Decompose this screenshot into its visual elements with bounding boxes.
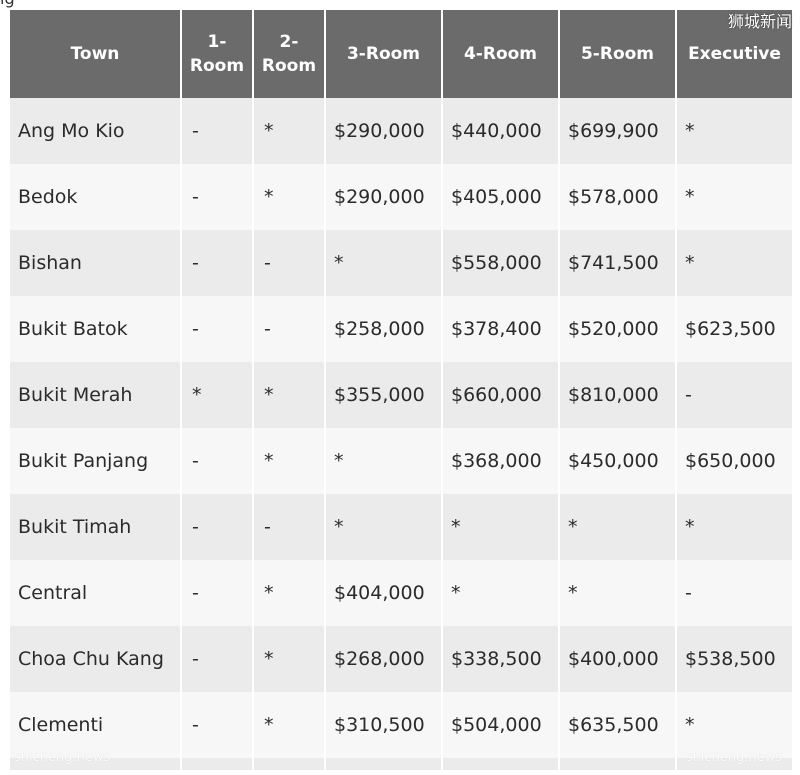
cell-1-room: * bbox=[182, 362, 252, 428]
cell-1-room: - bbox=[182, 296, 252, 362]
cell-executive: * bbox=[677, 98, 792, 164]
table-row: Ang Mo Kio - * $290,000 $440,000 $699,90… bbox=[10, 98, 792, 164]
cell-executive: * bbox=[677, 494, 792, 560]
cell-town: Bukit Timah bbox=[10, 494, 180, 560]
header-3-room: 3-Room bbox=[326, 10, 441, 98]
header-town: Town bbox=[10, 10, 180, 98]
cell-3-room: $290,000 bbox=[326, 98, 441, 164]
cell-1-room: - bbox=[182, 560, 252, 626]
table-row: Bedok - * $290,000 $405,000 $578,000 * bbox=[10, 164, 792, 230]
cell-4-room: $378,400 bbox=[443, 296, 558, 362]
cell-3-room: $258,000 bbox=[326, 296, 441, 362]
cell-3-room: * bbox=[326, 230, 441, 296]
cell-1-room: - bbox=[182, 230, 252, 296]
table-row: Central - * $404,000 * * - bbox=[10, 560, 792, 626]
cell-2-room: - bbox=[254, 296, 324, 362]
cell-4-room: $405,000 bbox=[443, 164, 558, 230]
cell-executive: * bbox=[677, 230, 792, 296]
cell-executive: $623,500 bbox=[677, 296, 792, 362]
table-row: Bukit Panjang - * * $368,000 $450,000 $6… bbox=[10, 428, 792, 494]
header-1-room: 1- Room bbox=[182, 10, 252, 98]
cell-2-room: * bbox=[254, 692, 324, 758]
cell-4-room: * bbox=[443, 494, 558, 560]
watermark-bottom-left: shicheng.news bbox=[14, 750, 111, 765]
cell-3-room: * bbox=[326, 494, 441, 560]
cell-5-room: $635,500 bbox=[560, 692, 675, 758]
cell-5-room: $810,000 bbox=[560, 362, 675, 428]
cell-executive: $538,500 bbox=[677, 626, 792, 692]
cell-2-room: * bbox=[254, 428, 324, 494]
cell-2-room: * bbox=[254, 98, 324, 164]
cell-3-room: $310,500 bbox=[326, 692, 441, 758]
cell-3-room: $355,000 bbox=[326, 362, 441, 428]
cell-2-room: - bbox=[254, 230, 324, 296]
header-4-room: 4-Room bbox=[443, 10, 558, 98]
header-2-room: 2- Room bbox=[254, 10, 324, 98]
cell-town: Ang Mo Kio bbox=[10, 98, 180, 164]
header-executive: Executive bbox=[677, 10, 792, 98]
cell-2-room: * bbox=[254, 560, 324, 626]
table-row: Bishan - - * $558,000 $741,500 * bbox=[10, 230, 792, 296]
cell-5-room: $699,900 bbox=[560, 98, 675, 164]
cell-town: Bishan bbox=[10, 230, 180, 296]
cell-5-room: $578,000 bbox=[560, 164, 675, 230]
cell-5-room: * bbox=[560, 560, 675, 626]
table-row: Bukit Batok - - $258,000 $378,400 $520,0… bbox=[10, 296, 792, 362]
price-table: Town 1- Room 2- Room 3-Room 4-Room 5-Roo… bbox=[8, 10, 794, 770]
table-body: Ang Mo Kio - * $290,000 $440,000 $699,90… bbox=[10, 98, 792, 770]
cell-1-room: - bbox=[182, 692, 252, 758]
cell-5-room: $400,000 bbox=[560, 626, 675, 692]
cell-4-room: $440,000 bbox=[443, 98, 558, 164]
cell-4-room: $660,000 bbox=[443, 362, 558, 428]
cell-1-room: - bbox=[182, 164, 252, 230]
table-row: Choa Chu Kang - * $268,000 $338,500 $400… bbox=[10, 626, 792, 692]
cell-town: Bedok bbox=[10, 164, 180, 230]
cell-3-room: $268,000 bbox=[326, 626, 441, 692]
cell-3-room: $290,000 bbox=[326, 164, 441, 230]
cell-3-room: * bbox=[326, 428, 441, 494]
cell-1-room: - bbox=[182, 626, 252, 692]
cell-3-room: $404,000 bbox=[326, 560, 441, 626]
cell-executive: * bbox=[677, 692, 792, 758]
caption-text: ig bbox=[0, 0, 15, 9]
table-row: Clementi - * $310,500 $504,000 $635,500 … bbox=[10, 692, 792, 758]
cell-executive: - bbox=[677, 362, 792, 428]
watermark-bottom-right: shicheng.news bbox=[685, 750, 782, 765]
table-row-partial bbox=[10, 758, 792, 770]
table-header: Town 1- Room 2- Room 3-Room 4-Room 5-Roo… bbox=[10, 10, 792, 98]
cell-2-room: * bbox=[254, 164, 324, 230]
cell-5-room: $450,000 bbox=[560, 428, 675, 494]
cell-2-room: * bbox=[254, 626, 324, 692]
cell-5-room: * bbox=[560, 494, 675, 560]
cell-4-room: $368,000 bbox=[443, 428, 558, 494]
cell-executive: - bbox=[677, 560, 792, 626]
cell-1-room: - bbox=[182, 494, 252, 560]
cell-executive: $650,000 bbox=[677, 428, 792, 494]
cell-town: Bukit Merah bbox=[10, 362, 180, 428]
cell-4-room: * bbox=[443, 560, 558, 626]
table-row: Bukit Timah - - * * * * bbox=[10, 494, 792, 560]
cell-1-room: - bbox=[182, 98, 252, 164]
cell-2-room: - bbox=[254, 494, 324, 560]
table-row: Bukit Merah * * $355,000 $660,000 $810,0… bbox=[10, 362, 792, 428]
cell-2-room: * bbox=[254, 362, 324, 428]
cell-executive: * bbox=[677, 164, 792, 230]
cell-5-room: $741,500 bbox=[560, 230, 675, 296]
cell-4-room: $558,000 bbox=[443, 230, 558, 296]
cell-5-room: $520,000 bbox=[560, 296, 675, 362]
cell-1-room: - bbox=[182, 428, 252, 494]
cell-4-room: $338,500 bbox=[443, 626, 558, 692]
cell-town: Central bbox=[10, 560, 180, 626]
cell-town: Bukit Panjang bbox=[10, 428, 180, 494]
cell-4-room: $504,000 bbox=[443, 692, 558, 758]
header-5-room: 5-Room bbox=[560, 10, 675, 98]
cell-town: Choa Chu Kang bbox=[10, 626, 180, 692]
cell-town: Bukit Batok bbox=[10, 296, 180, 362]
watermark-top: 狮城新闻 bbox=[727, 12, 792, 31]
cell-town: Clementi bbox=[10, 692, 180, 758]
